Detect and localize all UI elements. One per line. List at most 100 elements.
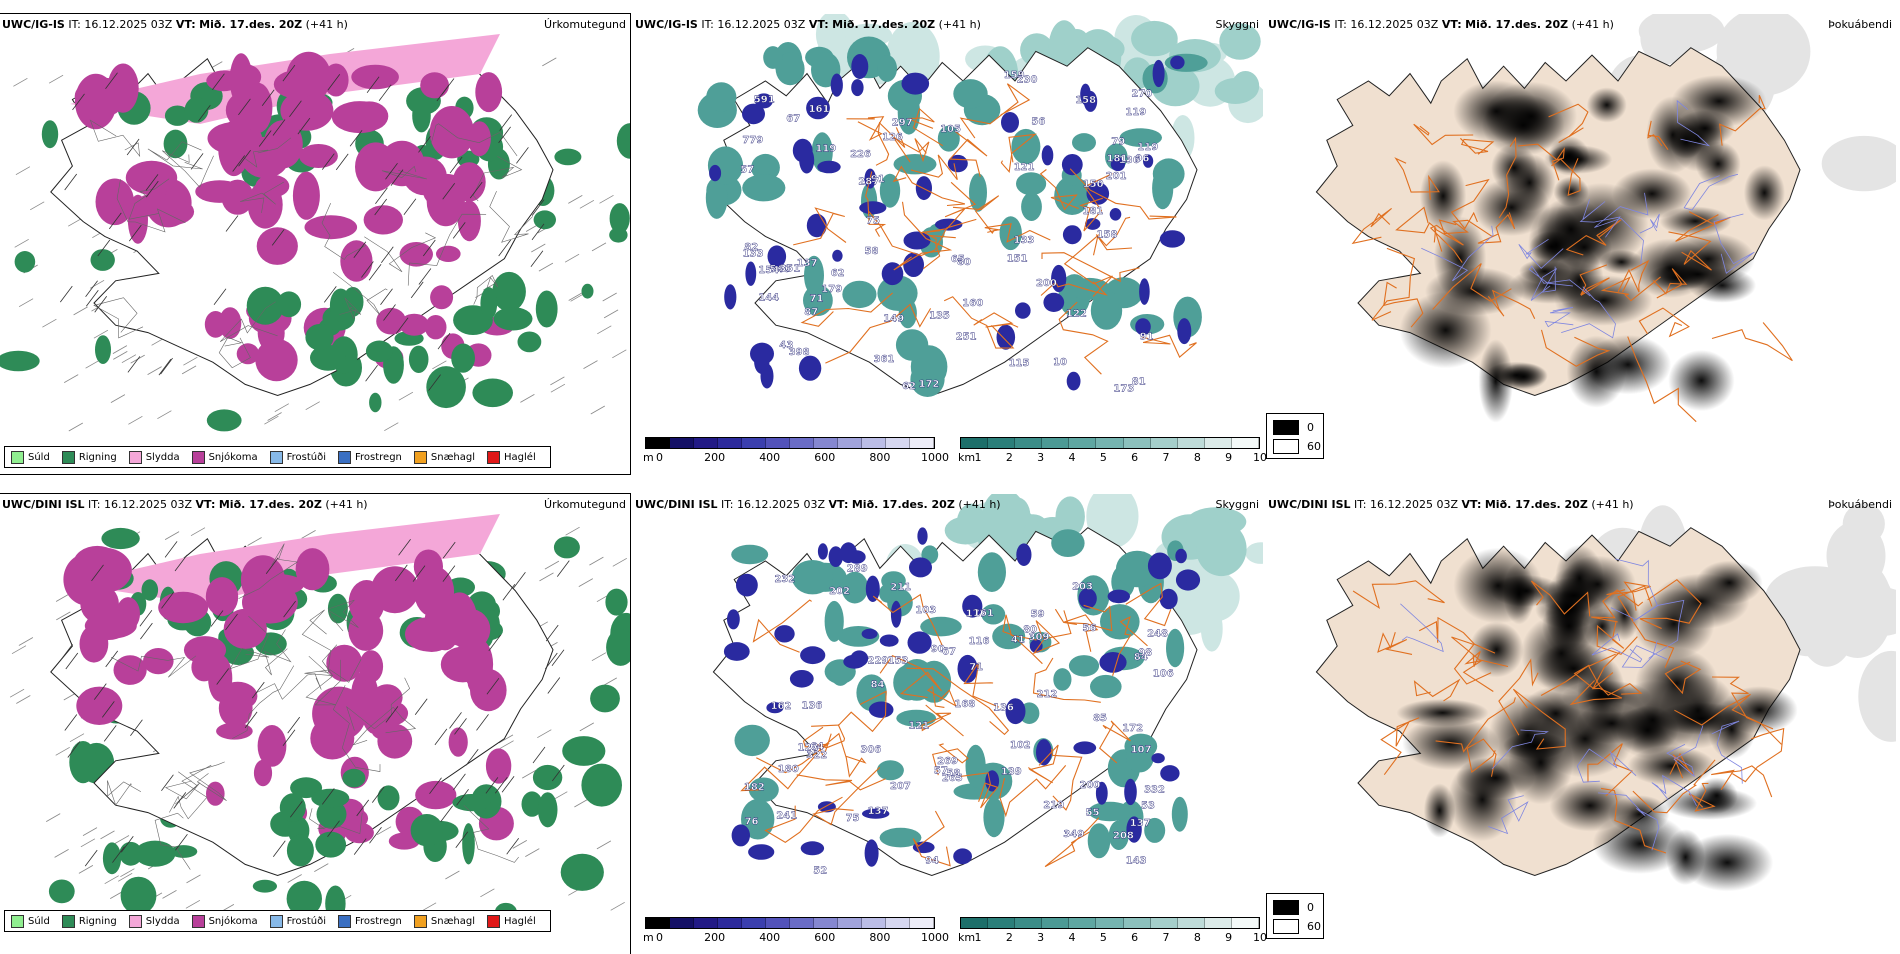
legend-item: Rigning — [61, 450, 117, 464]
wind-barb — [140, 622, 153, 640]
colorbar-bin — [742, 918, 766, 928]
fog-index-area — [1499, 363, 1548, 391]
visibility-label: 398 — [789, 347, 810, 358]
road-line — [218, 336, 251, 369]
road-line — [907, 107, 944, 147]
road-line — [1063, 233, 1113, 297]
colorbar-tick: 7 — [1162, 451, 1170, 464]
visibility-label: 55 — [1086, 808, 1100, 819]
rain-area — [311, 788, 350, 808]
wind-barb — [486, 677, 500, 695]
road-line — [229, 615, 270, 670]
legend-item: Rigning — [61, 914, 117, 928]
wind-barb — [93, 329, 109, 339]
wind-barb — [130, 719, 143, 736]
legend-swatch — [269, 450, 283, 464]
visibility-label: 139 — [1001, 766, 1022, 777]
wind-barb — [301, 530, 316, 539]
road-line — [1438, 219, 1493, 238]
wind-barb — [59, 285, 73, 303]
panel-header: UWC/DINI ISL IT: 16.12.2025 03Z VT: Mið.… — [1268, 498, 1634, 511]
colorbar-bin — [814, 918, 838, 928]
wind-barb — [385, 706, 399, 723]
visibility-label: 58 — [946, 768, 960, 779]
precip-panel-row1: UWC/IG-IS IT: 16.12.2025 03Z VT: Mið. 17… — [0, 13, 631, 475]
wind-barb — [101, 701, 115, 718]
road-line — [1651, 774, 1697, 806]
rain-area — [408, 345, 429, 373]
road-line — [1544, 306, 1574, 328]
wind-barb — [579, 199, 595, 209]
colorbar-bin — [1177, 438, 1205, 448]
colorbar-tick: 6 — [1131, 451, 1139, 464]
legend-item: Slydda — [128, 914, 180, 928]
road-line — [164, 771, 201, 805]
visibility-colorbar-row2: km 1 2 3 4 5 6 7 8 9 10 — [958, 917, 1267, 951]
snow-area — [218, 688, 253, 728]
colorbar-tick: 200 — [704, 931, 726, 944]
wind-barb — [225, 613, 238, 631]
road-line — [1512, 688, 1566, 750]
snow-area — [424, 315, 447, 340]
wind-barb — [258, 130, 272, 147]
visibility-label: 207 — [890, 781, 911, 792]
wind-barb — [368, 264, 382, 281]
wind-barb — [476, 714, 489, 731]
wind-barb — [16, 695, 31, 704]
low-visibility-area — [800, 841, 825, 856]
rain-area — [562, 736, 606, 766]
road-line — [1617, 259, 1650, 293]
visibility-label: 226 — [850, 149, 871, 160]
wind-barb — [547, 677, 561, 694]
visibility-label: 67 — [942, 646, 956, 657]
road-line — [1711, 676, 1774, 730]
low-visibility-area — [760, 363, 774, 389]
low-visibility-area — [1005, 698, 1026, 725]
road-line — [1632, 599, 1685, 659]
rain-area — [290, 777, 323, 799]
wind-barb — [287, 716, 301, 734]
panel-type-title: Þokuábendi — [1828, 18, 1892, 31]
colorbar-bin — [1069, 918, 1097, 928]
vis-map-row2: 265 202 136 121 200 289 128 349 137 180 182 322 76 10… — [712, 494, 1263, 877]
snow-area — [430, 285, 454, 310]
road-line — [800, 292, 893, 327]
snow-area — [95, 178, 135, 226]
colorbar-unit: km — [958, 451, 976, 464]
road-line — [872, 593, 945, 649]
road-line — [1421, 225, 1494, 282]
it-label: IT: — [88, 498, 101, 511]
road-line — [1351, 207, 1392, 245]
wind-barb — [428, 374, 441, 391]
fog-index-area — [1592, 813, 1688, 874]
wind-barb — [539, 572, 554, 582]
wind-barb — [488, 634, 502, 652]
wind-barb — [213, 288, 227, 305]
fog-index-area — [1658, 259, 1737, 290]
legend-item: Frostregn — [338, 450, 402, 464]
wind-barb — [422, 239, 436, 257]
wind-barb — [498, 126, 511, 144]
fog-area — [1231, 71, 1260, 101]
colorbar-bin — [646, 918, 670, 928]
wind-barb — [513, 572, 526, 589]
colorbar-tick: 9 — [1225, 451, 1233, 464]
legend-swatch — [413, 914, 427, 928]
low-visibility-area — [907, 631, 932, 654]
low-visibility-area — [1170, 55, 1185, 70]
visibility-label: 122 — [1066, 309, 1087, 320]
fog-area — [1053, 668, 1072, 691]
it-label: IT: — [701, 18, 714, 31]
colorbar-tick: 400 — [759, 931, 781, 944]
wind-barb — [532, 746, 546, 764]
snow-area — [340, 240, 373, 282]
dew-scale-low: 0 — [1307, 901, 1314, 914]
low-visibility-area — [1041, 145, 1054, 166]
fog-index-area — [1633, 588, 1715, 659]
legend-label: Haglél — [504, 451, 536, 463]
road-line — [1591, 633, 1643, 663]
model-name: UWC/DINI ISL — [2, 498, 85, 511]
vt-label: VT: — [175, 18, 196, 31]
wind-barb — [465, 748, 479, 766]
wind-barb — [72, 93, 85, 111]
